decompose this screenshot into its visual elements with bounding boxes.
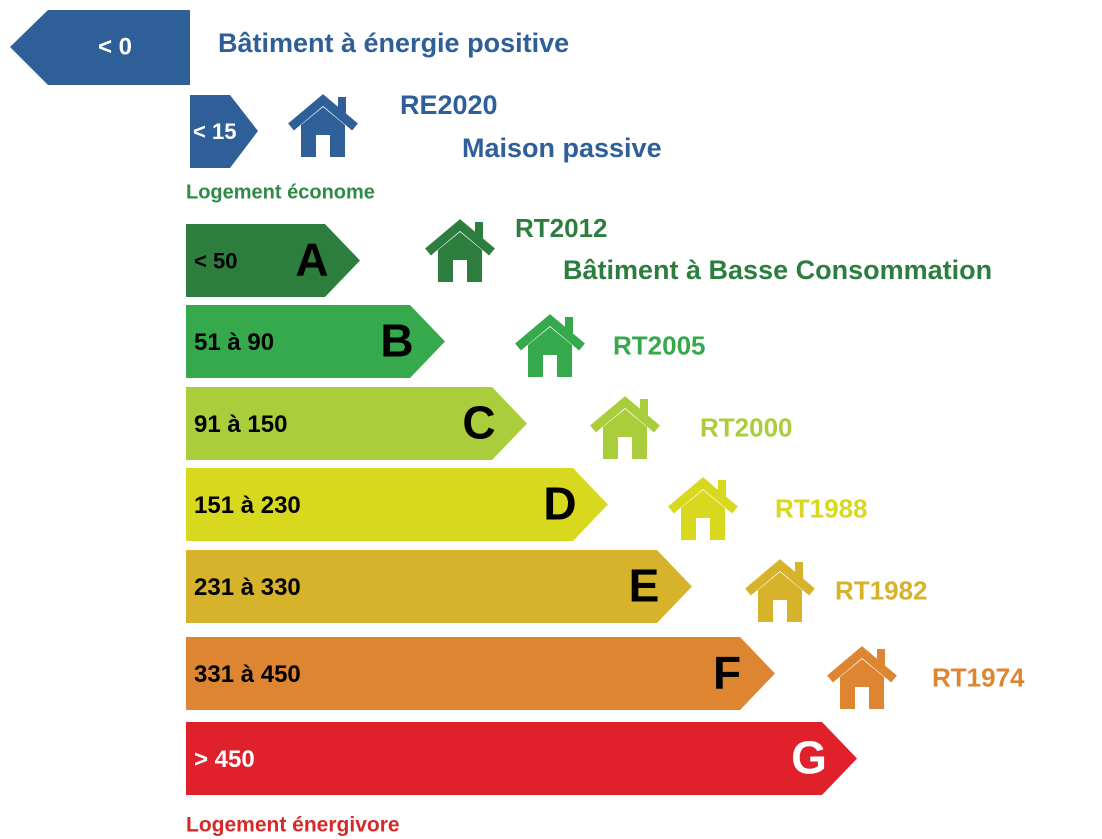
- class-range: 231 à 330: [194, 574, 301, 601]
- energy-hungry-label: Logement énergivore: [186, 814, 400, 837]
- door: [618, 437, 632, 459]
- chimney: [640, 399, 648, 415]
- class-range: 51 à 90: [194, 329, 274, 356]
- passive-value: < 15: [193, 119, 236, 144]
- roof: [745, 559, 815, 596]
- class-letter: B: [380, 315, 413, 367]
- class-letter: A: [295, 234, 328, 286]
- class-standard: RT2005: [613, 330, 706, 360]
- house-icon: [827, 646, 897, 709]
- roof: [668, 477, 738, 514]
- class-standard: RT1982: [835, 575, 928, 605]
- passive-standard: RE2020: [400, 90, 498, 120]
- passive-label: Maison passive: [462, 133, 662, 163]
- class-letter: G: [791, 732, 827, 784]
- class-letter: E: [629, 560, 660, 612]
- roof: [288, 94, 358, 131]
- house-icon: [515, 314, 585, 377]
- economical-label: Logement économe: [186, 181, 375, 203]
- positive-arrow: [10, 10, 190, 85]
- class-letter: C: [462, 397, 495, 449]
- door: [855, 687, 869, 709]
- class-range: < 50: [194, 248, 237, 273]
- door: [696, 518, 710, 540]
- class-bar: [186, 305, 445, 378]
- door: [773, 600, 787, 622]
- class-standard: RT1974: [932, 662, 1025, 692]
- house-icon: [288, 94, 358, 157]
- class-standard: RT2012: [515, 213, 608, 243]
- chimney: [338, 97, 346, 113]
- house-icon: [668, 477, 738, 540]
- class-standard: RT1988: [775, 493, 868, 523]
- house-icon: [590, 396, 660, 459]
- roof: [827, 646, 897, 683]
- positive-label: Bâtiment à énergie positive: [218, 28, 569, 58]
- class-bar: [186, 637, 775, 710]
- class-bar: [186, 387, 527, 460]
- class-bar: [186, 550, 692, 623]
- chimney: [475, 222, 483, 238]
- chimney: [795, 562, 803, 578]
- house-body: [840, 659, 884, 709]
- chimney: [877, 649, 885, 665]
- house-body: [603, 409, 647, 459]
- door: [316, 135, 330, 157]
- house-icon: [745, 559, 815, 622]
- class-label: Bâtiment à Basse Consommation: [563, 255, 992, 285]
- class-range: 331 à 450: [194, 661, 301, 688]
- house-body: [438, 232, 482, 282]
- class-range: 91 à 150: [194, 411, 287, 438]
- class-standard: RT2000: [700, 412, 793, 442]
- house-body: [301, 107, 345, 157]
- house-icon: [425, 219, 495, 282]
- class-bar: [186, 224, 360, 297]
- roof: [425, 219, 495, 256]
- door: [453, 260, 467, 282]
- chimney: [565, 317, 573, 333]
- house-body: [681, 490, 725, 540]
- class-letter: F: [713, 647, 741, 699]
- chimney: [718, 480, 726, 496]
- class-range: 151 à 230: [194, 492, 301, 519]
- class-range: > 450: [194, 746, 255, 773]
- house-body: [528, 327, 572, 377]
- class-bar: [186, 722, 857, 795]
- class-letter: D: [543, 478, 576, 530]
- passive-arrow: [190, 95, 258, 168]
- roof: [515, 314, 585, 351]
- class-bar: [186, 468, 608, 541]
- positive-value: < 0: [98, 33, 132, 60]
- roof: [590, 396, 660, 433]
- house-body: [758, 572, 802, 622]
- door: [543, 355, 557, 377]
